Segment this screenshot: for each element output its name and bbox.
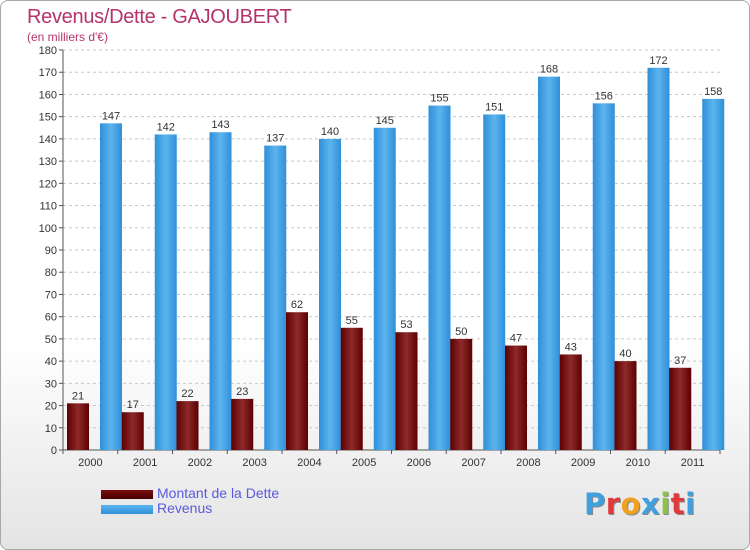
data-label-revenus: 137 <box>266 133 284 145</box>
data-label-dette: 62 <box>291 299 303 311</box>
data-label-dette: 17 <box>127 399 139 411</box>
legend-swatch-dette <box>101 490 153 499</box>
y-tick-label: 10 <box>45 423 57 435</box>
data-label-dette: 22 <box>181 388 193 400</box>
data-label-dette: 37 <box>674 355 686 367</box>
bar-revenus <box>154 134 177 450</box>
bar-revenus <box>702 98 725 450</box>
logo-letter: t <box>670 487 686 521</box>
y-tick-label: 80 <box>45 267 57 279</box>
y-tick-label: 20 <box>45 401 57 413</box>
logo-letter: o <box>620 487 642 521</box>
data-label-revenus: 140 <box>321 126 339 138</box>
bar-dette <box>121 412 144 450</box>
x-tick-label: 2002 <box>188 457 212 469</box>
logo-letter: r <box>605 487 621 521</box>
data-label-dette: 23 <box>236 386 248 398</box>
x-tick-label: 2006 <box>407 457 431 469</box>
data-label-revenus: 158 <box>704 86 722 98</box>
logo-letter: P <box>584 487 606 521</box>
bar-dette <box>286 312 308 450</box>
x-tick-label: 2005 <box>352 457 376 469</box>
data-label-dette: 43 <box>565 341 577 353</box>
y-tick-label: 120 <box>39 178 57 190</box>
bar-dette <box>176 401 199 450</box>
y-tick-label: 160 <box>39 89 57 101</box>
bar-dette <box>614 361 637 450</box>
legend-swatch-revenus <box>101 505 153 514</box>
bar-dette <box>559 354 582 450</box>
data-label-dette: 55 <box>346 315 358 327</box>
y-tick-label: 180 <box>39 45 57 57</box>
bar-revenus <box>319 138 341 450</box>
y-tick-label: 110 <box>39 201 57 213</box>
y-tick-label: 100 <box>39 223 57 235</box>
data-label-revenus: 142 <box>157 121 175 133</box>
y-tick-label: 140 <box>39 134 57 146</box>
x-tick-label: 2010 <box>626 457 650 469</box>
data-label-revenus: 156 <box>595 90 613 102</box>
bar-dette <box>669 367 692 450</box>
y-tick-label: 70 <box>45 289 57 301</box>
x-tick-label: 2003 <box>242 457 266 469</box>
data-label-revenus: 143 <box>211 119 229 131</box>
bar-revenus <box>373 127 396 451</box>
data-label-revenus: 168 <box>540 64 558 76</box>
y-tick-label: 130 <box>39 156 57 168</box>
bar-revenus <box>538 76 560 451</box>
bar-revenus <box>264 145 287 451</box>
y-tick-label: 90 <box>45 245 57 257</box>
x-tick-label: 2001 <box>133 457 157 469</box>
y-tick-label: 40 <box>45 356 57 368</box>
bar-dette <box>231 398 254 450</box>
data-label-revenus: 147 <box>102 110 120 122</box>
data-label-revenus: 172 <box>649 55 667 67</box>
data-label-dette: 53 <box>400 319 412 331</box>
data-label-dette: 40 <box>619 348 631 360</box>
y-tick-label: 30 <box>45 378 57 390</box>
y-tick-label: 60 <box>45 312 57 324</box>
x-tick-label: 2004 <box>297 457 321 469</box>
bar-revenus <box>100 123 122 450</box>
data-label-revenus: 145 <box>376 115 394 127</box>
bar-revenus <box>428 105 451 451</box>
x-tick-label: 2000 <box>78 457 102 469</box>
bar-revenus <box>647 67 670 451</box>
logo-letter: i <box>685 487 696 521</box>
data-label-revenus: 155 <box>430 93 448 105</box>
bar-revenus <box>209 132 232 450</box>
data-label-dette: 21 <box>72 390 84 402</box>
legend-label-revenus: Revenus <box>157 500 213 516</box>
x-tick-label: 2007 <box>461 457 485 469</box>
data-label-dette: 50 <box>455 326 467 338</box>
proxiti-logo: Proxiti <box>584 487 696 521</box>
y-tick-label: 50 <box>45 334 57 346</box>
bar-dette <box>450 338 473 450</box>
x-tick-label: 2009 <box>571 457 595 469</box>
logo-letter: x <box>641 487 661 521</box>
y-tick-label: 170 <box>39 67 57 79</box>
bar-dette <box>395 332 418 450</box>
y-tick-label: 0 <box>51 445 57 457</box>
bar-revenus <box>592 103 615 450</box>
bar-dette <box>67 403 89 450</box>
x-tick-label: 2011 <box>681 457 705 469</box>
bar-revenus <box>483 114 506 450</box>
chart-title: Revenus/Dette - GAJOUBERT <box>27 6 292 28</box>
logo-letter: i <box>660 487 671 521</box>
legend-label-dette: Montant de la Dette <box>157 485 280 501</box>
bar-dette <box>340 327 363 450</box>
data-label-revenus: 151 <box>485 101 503 113</box>
data-label-dette: 47 <box>510 333 522 345</box>
chart-subtitle: (en milliers d'€) <box>27 30 108 44</box>
y-tick-label: 150 <box>39 112 57 124</box>
bar-dette <box>505 345 527 450</box>
x-tick-label: 2008 <box>516 457 540 469</box>
